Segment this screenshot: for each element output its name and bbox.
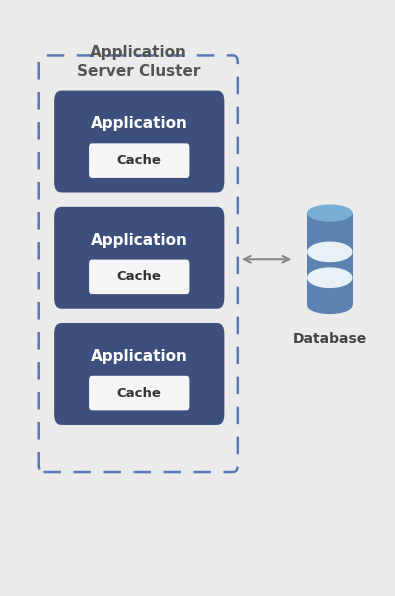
Text: Application: Application: [91, 232, 188, 247]
FancyBboxPatch shape: [54, 91, 224, 193]
Text: Application
Server Cluster: Application Server Cluster: [77, 45, 200, 79]
Ellipse shape: [307, 241, 352, 262]
Ellipse shape: [307, 204, 352, 222]
FancyBboxPatch shape: [54, 207, 224, 309]
FancyBboxPatch shape: [89, 260, 190, 294]
FancyBboxPatch shape: [54, 323, 224, 425]
FancyBboxPatch shape: [89, 144, 190, 178]
Bar: [307, 213, 353, 306]
Text: Cache: Cache: [117, 154, 162, 167]
Text: Cache: Cache: [117, 271, 162, 283]
Ellipse shape: [307, 297, 352, 314]
FancyBboxPatch shape: [89, 376, 190, 410]
Text: Application: Application: [91, 116, 188, 131]
Ellipse shape: [307, 268, 352, 288]
Text: Application: Application: [91, 349, 188, 364]
Text: Cache: Cache: [117, 387, 162, 399]
Text: Database: Database: [293, 333, 367, 346]
